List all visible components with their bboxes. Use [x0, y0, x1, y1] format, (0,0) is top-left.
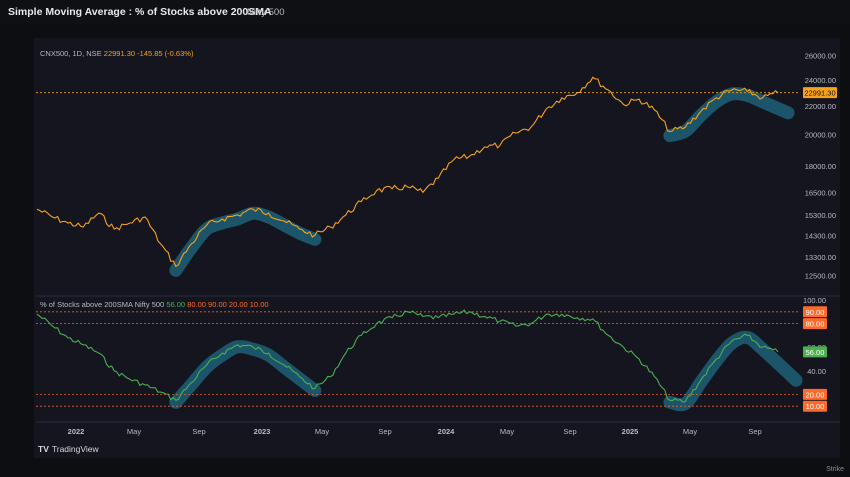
x-tick-label: Sep: [748, 427, 761, 436]
breadth-tick-label: 100.00: [803, 296, 826, 305]
x-tick-label: 2025: [622, 427, 639, 436]
x-tick-label: 2022: [68, 427, 85, 436]
breadth-legend-value: 20.00: [229, 300, 250, 309]
x-tick-label: May: [315, 427, 329, 436]
breadth-legend-title: % of Stocks above 200SMA Nifty 500: [40, 300, 166, 309]
x-tick-label: May: [500, 427, 514, 436]
breadth-legend: % of Stocks above 200SMA Nifty 500 56.00…: [40, 300, 269, 309]
tradingview-logo-icon: TV: [38, 444, 49, 454]
x-tick-label: May: [127, 427, 141, 436]
breadth-legend-value: 56.00: [166, 300, 187, 309]
tradingview-brand[interactable]: TV TradingView: [38, 444, 99, 454]
price-legend-title: CNX500, 1D, NSE: [40, 49, 104, 58]
price-last-badge: [803, 87, 837, 99]
price-tick-label: 16500.00: [805, 188, 836, 197]
price-tick-label: 24000.00: [805, 76, 836, 85]
page-subtitle: Nifty 500: [247, 7, 285, 18]
x-tick-label: Sep: [563, 427, 576, 436]
reference-label: 90.00: [806, 308, 825, 317]
breadth-series-line: [36, 309, 779, 403]
breadth-legend-value: 80.00: [187, 300, 208, 309]
reference-label-box: [803, 400, 827, 412]
reference-label-box: [803, 318, 827, 330]
price-last-label: 22991.30: [804, 89, 835, 98]
price-tick-label: 12500.00: [805, 272, 836, 281]
highlight-arc-2022-price: [169, 206, 322, 277]
price-legend-last: 22991.30: [104, 49, 137, 58]
breadth-tick-label: 40.00: [807, 367, 826, 376]
reference-label: 10.00: [806, 402, 825, 411]
brand-label: TradingView: [51, 444, 99, 454]
x-tick-label: May: [683, 427, 697, 436]
page-title: Simple Moving Average : % of Stocks abov…: [8, 6, 272, 18]
reference-label: 80.00: [806, 320, 825, 329]
price-tick-label: 22000.00: [805, 102, 836, 111]
price-tick-label: 15300.00: [805, 211, 836, 220]
breadth-legend-value: 10.00: [250, 300, 269, 309]
breadth-last-badge: [803, 346, 827, 358]
breadth-last-label: 56.00: [806, 348, 825, 357]
reference-label-box: [803, 388, 827, 400]
price-legend-change: -145.85 (-0.63%): [137, 49, 194, 58]
x-tick-label: 2023: [254, 427, 271, 436]
price-legend: CNX500, 1D, NSE 22991.30 -145.85 (-0.63%…: [40, 49, 194, 58]
price-tick-label: 13300.00: [805, 253, 836, 262]
highlight-arc-2022-breadth: [169, 340, 322, 409]
price-tick-label: 20000.00: [805, 131, 836, 140]
price-series-line: [36, 76, 779, 268]
x-tick-label: 2024: [438, 427, 456, 436]
corner-label: Strike: [826, 466, 844, 473]
price-tick-label: 14300.00: [805, 231, 836, 240]
title-bar: Simple Moving Average : % of Stocks abov…: [0, 0, 850, 24]
chart-footer: [34, 440, 840, 458]
reference-label: 20.00: [806, 390, 825, 399]
breadth-legend-value: 90.00: [208, 300, 229, 309]
price-tick-label: 26000.00: [805, 52, 836, 61]
x-tick-label: Sep: [378, 427, 391, 436]
x-tick-label: Sep: [192, 427, 205, 436]
price-tick-label: 18000.00: [805, 162, 836, 171]
reference-label-box: [803, 306, 827, 318]
highlight-arc-2025-price: [663, 87, 795, 143]
